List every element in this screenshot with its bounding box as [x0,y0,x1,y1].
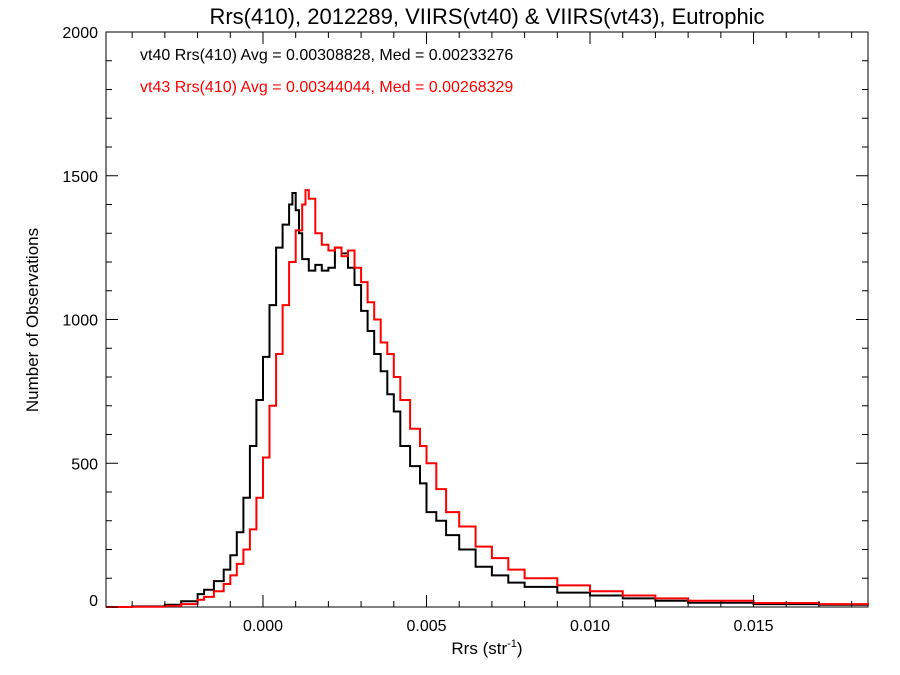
legend-entry-vt40: vt40 Rrs(410) Avg = 0.00308828, Med = 0.… [140,47,513,64]
x-axis-label-end: ) [517,639,523,658]
plot-frame [105,31,869,608]
y-tick-label: 0 [89,593,98,610]
y-axis-label: Number of Observations [23,228,42,412]
series-line-vt40 [106,192,869,608]
y-tick-label: 1500 [62,169,98,186]
y-tick-label: 2000 [62,25,98,42]
x-tick-label: 0.010 [570,618,610,635]
y-tick-label: 1000 [62,313,98,330]
x-axis-label-superscript: -1 [507,638,517,650]
x-axis-ticks: 0.000 0.005 0.010 0.015 [131,32,853,635]
x-axis-label-main: Rrs (str [451,639,507,658]
legend-entry-vt43: vt43 Rrs(410) Avg = 0.00344044, Med = 0.… [140,79,513,96]
x-tick-label: 0.000 [243,618,283,635]
chart-title: Rrs(410), 2012289, VIIRS(vt40) & VIIRS(v… [209,4,764,29]
x-tick-label: 0.005 [406,618,446,635]
x-tick-label: 0.015 [734,618,774,635]
plot-area: 0.000 0.005 0.010 0.015 0 500 1000 1500 2000 [62,25,869,635]
x-axis-label: Rrs (str-1) [451,638,522,658]
y-tick-label: 500 [71,456,98,473]
y-axis-ticks: 0 500 1000 1500 2000 [62,25,868,610]
series-line-vt43 [106,189,869,608]
legend: vt40 Rrs(410) Avg = 0.00308828, Med = 0.… [140,47,513,96]
series-layer [106,189,869,608]
